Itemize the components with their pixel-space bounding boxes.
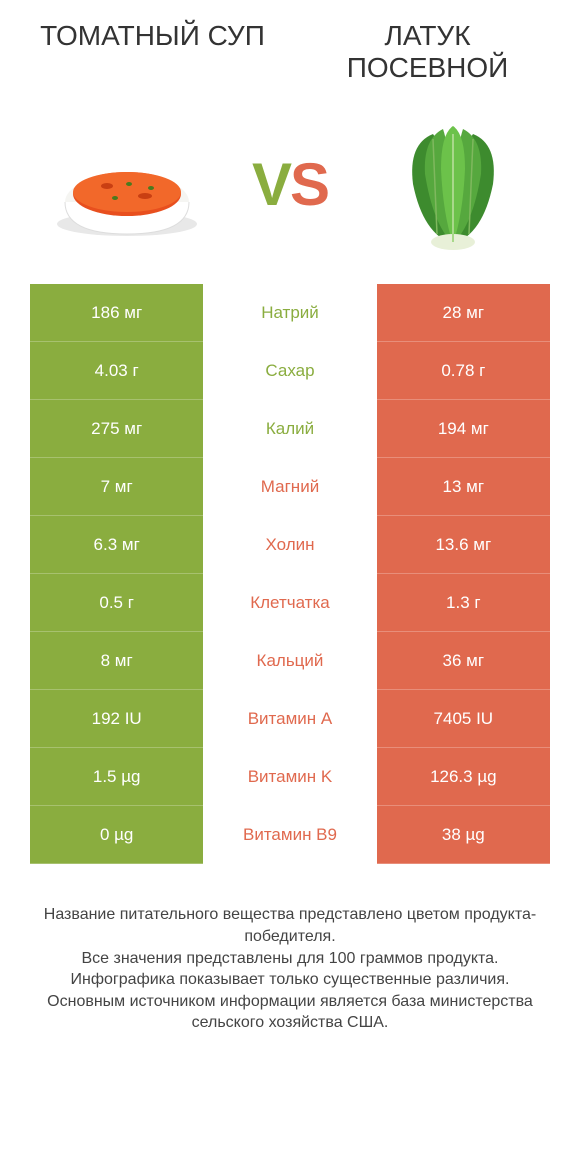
nutrient-label: Витамин A — [203, 690, 376, 748]
table-row: 1.5 µgВитамин K126.3 µg — [30, 748, 550, 806]
table-row: 186 мгНатрий28 мг — [30, 284, 550, 342]
image-row: VS — [0, 94, 580, 284]
value-left: 6.3 мг — [30, 516, 203, 574]
footer-line: Название питательного вещества представл… — [30, 904, 550, 947]
table-row: 6.3 мгХолин13.6 мг — [30, 516, 550, 574]
table-row: 192 IUВитамин A7405 IU — [30, 690, 550, 748]
title-left: ТОМАТНЫЙ СУП — [40, 20, 265, 84]
value-left: 8 мг — [30, 632, 203, 690]
value-right: 0.78 г — [377, 342, 550, 400]
vs-v: V — [252, 151, 290, 218]
table-row: 0 µgВитамин B938 µg — [30, 806, 550, 864]
image-left — [37, 114, 217, 254]
vs-s: S — [290, 151, 328, 218]
value-right: 7405 IU — [377, 690, 550, 748]
value-right: 38 µg — [377, 806, 550, 864]
image-right — [363, 114, 543, 254]
footer-line: Все значения представлены для 100 граммо… — [30, 948, 550, 970]
value-left: 0.5 г — [30, 574, 203, 632]
nutrient-label: Натрий — [203, 284, 376, 342]
nutrient-label: Клетчатка — [203, 574, 376, 632]
footer: Название питательного вещества представл… — [0, 864, 580, 1034]
footer-line: Инфографика показывает только существенн… — [30, 969, 550, 991]
header: ТОМАТНЫЙ СУП ЛАТУК ПОСЕВНОЙ — [0, 0, 580, 94]
table-row: 275 мгКалий194 мг — [30, 400, 550, 458]
table-row: 8 мгКальций36 мг — [30, 632, 550, 690]
value-right: 36 мг — [377, 632, 550, 690]
table-row: 4.03 гСахар0.78 г — [30, 342, 550, 400]
nutrient-label: Калий — [203, 400, 376, 458]
footer-line: Основным источником информации является … — [30, 991, 550, 1034]
value-right: 28 мг — [377, 284, 550, 342]
value-left: 0 µg — [30, 806, 203, 864]
nutrient-label: Сахар — [203, 342, 376, 400]
table-row: 0.5 гКлетчатка1.3 г — [30, 574, 550, 632]
value-left: 7 мг — [30, 458, 203, 516]
nutrient-label: Кальций — [203, 632, 376, 690]
value-left: 4.03 г — [30, 342, 203, 400]
value-left: 1.5 µg — [30, 748, 203, 806]
value-left: 192 IU — [30, 690, 203, 748]
value-right: 13 мг — [377, 458, 550, 516]
value-left: 275 мг — [30, 400, 203, 458]
vs-label: VS — [252, 150, 328, 219]
table-row: 7 мгМагний13 мг — [30, 458, 550, 516]
nutrient-label: Витамин B9 — [203, 806, 376, 864]
nutrient-label: Магний — [203, 458, 376, 516]
value-left: 186 мг — [30, 284, 203, 342]
value-right: 13.6 мг — [377, 516, 550, 574]
value-right: 194 мг — [377, 400, 550, 458]
value-right: 1.3 г — [377, 574, 550, 632]
nutrient-label: Витамин K — [203, 748, 376, 806]
comparison-table: 186 мгНатрий28 мг4.03 гСахар0.78 г275 мг… — [0, 284, 580, 864]
nutrient-label: Холин — [203, 516, 376, 574]
value-right: 126.3 µg — [377, 748, 550, 806]
title-right: ЛАТУК ПОСЕВНОЙ — [315, 20, 540, 84]
